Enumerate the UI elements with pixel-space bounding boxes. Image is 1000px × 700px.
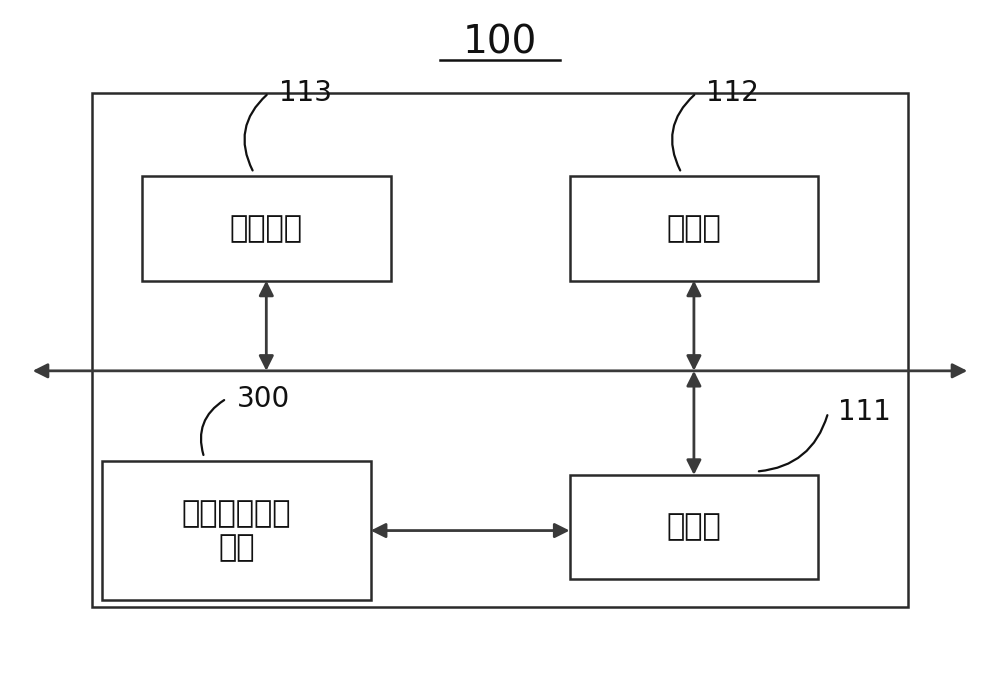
Text: 111: 111 <box>838 398 891 426</box>
Text: 100: 100 <box>463 24 537 62</box>
Text: 113: 113 <box>279 79 332 107</box>
Bar <box>102 461 371 600</box>
Text: 处理器: 处理器 <box>667 214 721 243</box>
Bar <box>570 475 818 579</box>
Text: 存储器: 存储器 <box>667 512 721 542</box>
Bar <box>92 93 908 607</box>
Text: 牲畜咀嚼分析
装置: 牲畜咀嚼分析 装置 <box>182 499 291 562</box>
Bar <box>570 176 818 281</box>
Text: 112: 112 <box>706 79 759 107</box>
Text: 通信单元: 通信单元 <box>230 214 303 243</box>
Text: 300: 300 <box>236 384 290 412</box>
Bar <box>142 176 391 281</box>
